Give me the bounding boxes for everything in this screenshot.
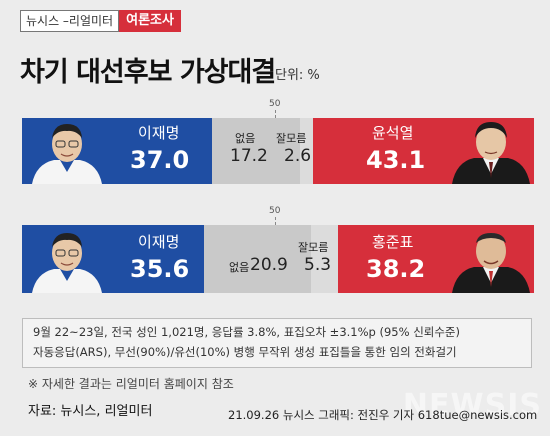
header-tag: 뉴시스 –리얼미터 여론조사	[20, 10, 181, 32]
bar-segment-none	[204, 225, 312, 293]
none-value: 20.9	[250, 255, 288, 275]
footnote: ※ 자세한 결과는 리얼미터 홈페이지 참조	[28, 377, 234, 391]
watermark-logo: NEWSIS	[402, 388, 542, 423]
survey-note-box: 9월 22~23일, 전국 성인 1,021명, 응답률 3.8%, 표집오차 …	[22, 318, 532, 368]
value-right: 38.2	[366, 255, 426, 283]
candidate-name-left: 이재명	[138, 124, 180, 142]
matchup-row-1: 이재명 37.0 없음 17.2 잘모름 2.6 윤석열 43.1	[22, 118, 534, 184]
value-right: 43.1	[366, 146, 426, 174]
bar-segment-none	[211, 118, 300, 184]
graphic-credit: 21.09.26 뉴시스 그래픽: 전진우 기자 618tue@newsis.c…	[228, 408, 538, 422]
matchup-row-2: 이재명 35.6 없음 20.9 잘모름 5.3 홍준표 38.2	[22, 225, 534, 293]
chart-title: 차기 대선후보 가상대결	[20, 57, 276, 88]
poll-tag: 여론조사	[119, 10, 181, 32]
unit-label: 단위: %	[275, 68, 320, 83]
none-label: 없음	[235, 132, 256, 145]
value-left: 35.6	[130, 255, 190, 283]
brand-label: 뉴시스 –리얼미터	[20, 10, 120, 32]
midpoint-line	[275, 217, 276, 225]
candidate-photo-yoon	[452, 122, 530, 184]
candidate-photo-lee	[32, 124, 102, 184]
midpoint-line	[275, 110, 276, 118]
unknown-value: 5.3	[304, 255, 332, 275]
bar-segment-unknown	[311, 225, 339, 293]
survey-note-line-1: 9월 22~23일, 전국 성인 1,021명, 응답률 3.8%, 표집오차 …	[33, 325, 461, 339]
survey-note-line-2: 자동응답(ARS), 무선(90%)/유선(10%) 병행 무작위 생성 표집틀…	[33, 345, 457, 359]
bar-segment-unknown	[299, 118, 314, 184]
midpoint-label: 50	[269, 99, 281, 109]
candidate-photo-hong	[452, 233, 530, 293]
value-left: 37.0	[130, 146, 190, 174]
unknown-label: 잘모름	[298, 241, 329, 254]
candidate-name-left: 이재명	[138, 233, 180, 251]
candidate-name-right: 윤석열	[372, 124, 414, 142]
source-label: 자료: 뉴시스, 리얼미터	[28, 404, 153, 419]
none-value: 17.2	[230, 146, 268, 166]
unknown-label: 잘모름	[276, 132, 307, 145]
unknown-value: 2.6	[284, 146, 312, 166]
midpoint-label: 50	[269, 206, 281, 216]
candidate-photo-lee	[32, 233, 102, 293]
candidate-name-right: 홍준표	[372, 233, 414, 251]
none-label: 없음	[229, 261, 250, 274]
